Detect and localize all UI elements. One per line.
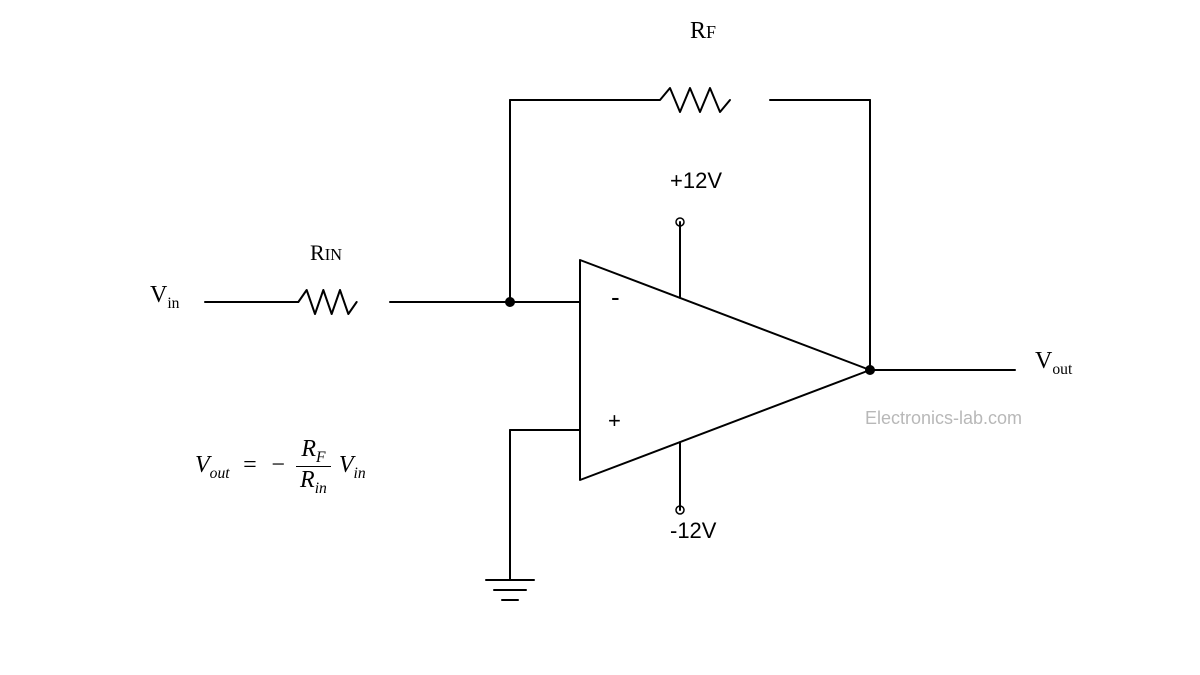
label-vpos: +12V (670, 168, 722, 194)
label-opamp-minus: - (611, 282, 620, 313)
circuit-diagram (0, 0, 1200, 675)
gain-formula: Vout = − RF Rin Vin (195, 436, 366, 497)
label-opamp-plus: + (608, 408, 621, 434)
label-rin: RIN (310, 240, 342, 266)
label-vin: Vin (150, 282, 179, 313)
label-vout: Vout (1035, 348, 1072, 379)
label-rf: RF (690, 18, 716, 45)
label-vneg: -12V (670, 518, 716, 544)
watermark: Electronics-lab.com (865, 408, 1022, 429)
